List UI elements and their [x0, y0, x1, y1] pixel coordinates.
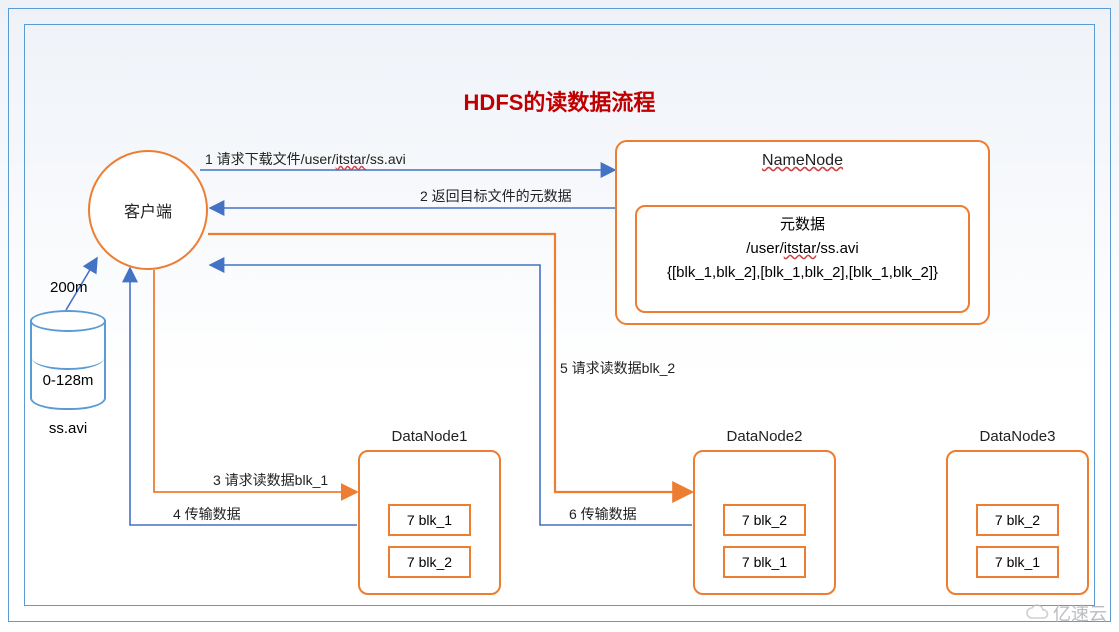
namenode-label: NameNode	[762, 152, 843, 169]
dn2-blk-2: 7 blk_1	[723, 546, 806, 578]
watermark-text: 亿速云	[1053, 600, 1107, 626]
meta-title: 元数据	[637, 213, 968, 237]
cloud-icon	[1025, 604, 1049, 622]
watermark: 亿速云	[1025, 600, 1107, 626]
dn1-box: 7 blk_1 7 blk_2	[358, 450, 501, 595]
meta-path: /user/itstar/ss.avi	[746, 240, 859, 257]
dn1-blk-2: 7 blk_2	[388, 546, 471, 578]
storage-top-label: 200m	[50, 279, 110, 296]
client-label: 客户端	[124, 198, 172, 222]
dn1-blk-1: 7 blk_1	[388, 504, 471, 536]
dn2-label: DataNode2	[693, 428, 836, 445]
dn2-box: 7 blk_2 7 blk_1	[693, 450, 836, 595]
edge-5-label: 5 请求读数据blk_2	[560, 358, 675, 378]
dn3-box: 7 blk_2 7 blk_1	[946, 450, 1089, 595]
dn3-label: DataNode3	[946, 428, 1089, 445]
storage-mid-label: 0-128m	[30, 372, 106, 389]
diagram-title: HDFS的读数据流程	[0, 85, 1119, 117]
edge-3-label: 3 请求读数据blk_1	[213, 470, 328, 490]
storage-cylinder: 0-128m	[30, 310, 106, 410]
dn3-blk-1: 7 blk_2	[976, 504, 1059, 536]
dn3-blk-2: 7 blk_1	[976, 546, 1059, 578]
edge-1-label: 1 请求下载文件/user/itstar/ss.avi	[205, 149, 406, 169]
namenode-meta-box: 元数据 /user/itstar/ss.avi {[blk_1,blk_2],[…	[635, 205, 970, 313]
client-node: 客户端	[88, 150, 208, 270]
dn1-label: DataNode1	[358, 428, 501, 445]
edge-2-label: 2 返回目标文件的元数据	[420, 186, 572, 206]
edge-4-label: 4 传输数据	[173, 504, 241, 524]
dn2-blk-1: 7 blk_2	[723, 504, 806, 536]
meta-blocks: {[blk_1,blk_2],[blk_1,blk_2],[blk_1,blk_…	[637, 261, 968, 285]
edge-6-label: 6 传输数据	[569, 504, 637, 524]
storage-file-label: ss.avi	[30, 420, 106, 437]
